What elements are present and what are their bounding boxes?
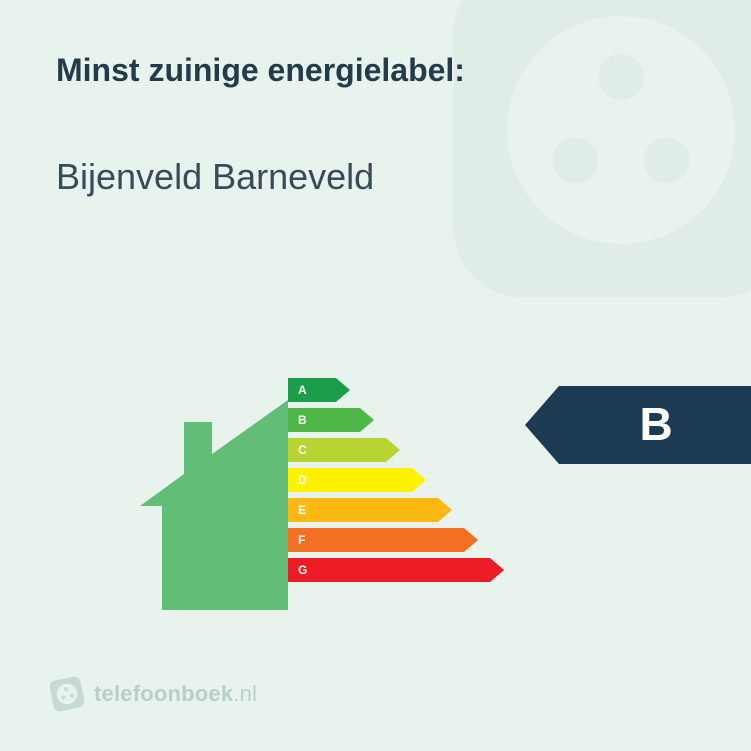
- energy-bar-a: A: [288, 378, 504, 402]
- energy-bar-label: F: [298, 533, 305, 547]
- rating-badge: B: [525, 386, 751, 464]
- rating-letter: B: [639, 397, 672, 451]
- badge-shape: [525, 386, 751, 464]
- house-icon: [140, 400, 288, 610]
- footer-brand-tld: .nl: [233, 681, 257, 706]
- energy-bar-label: D: [298, 473, 307, 487]
- energy-bar-label: B: [298, 413, 307, 427]
- energy-bar-c: C: [288, 438, 504, 462]
- energy-bar-e: E: [288, 498, 504, 522]
- energy-bar-b: B: [288, 408, 504, 432]
- energy-bar-label: A: [298, 383, 307, 397]
- energy-bar-g: G: [288, 558, 504, 582]
- energy-bar-d: D: [288, 468, 504, 492]
- energy-bar-label: C: [298, 443, 307, 457]
- page-title: Minst zuinige energielabel:: [56, 52, 465, 89]
- footer-brand: telefoonboek.nl: [94, 681, 257, 707]
- footer-logo-icon: [47, 674, 87, 714]
- card: Minst zuinige energielabel: Bijenveld Ba…: [0, 0, 751, 751]
- energy-bar-label: E: [298, 503, 306, 517]
- location-name: Bijenveld Barneveld: [56, 156, 374, 198]
- energy-bars: A B C D E F G: [288, 378, 504, 588]
- energy-bar-f: F: [288, 528, 504, 552]
- footer: telefoonboek.nl: [50, 677, 257, 711]
- watermark-icon: [431, 0, 751, 320]
- footer-brand-bold: telefoonboek: [94, 681, 233, 706]
- energy-bar-label: G: [298, 563, 307, 577]
